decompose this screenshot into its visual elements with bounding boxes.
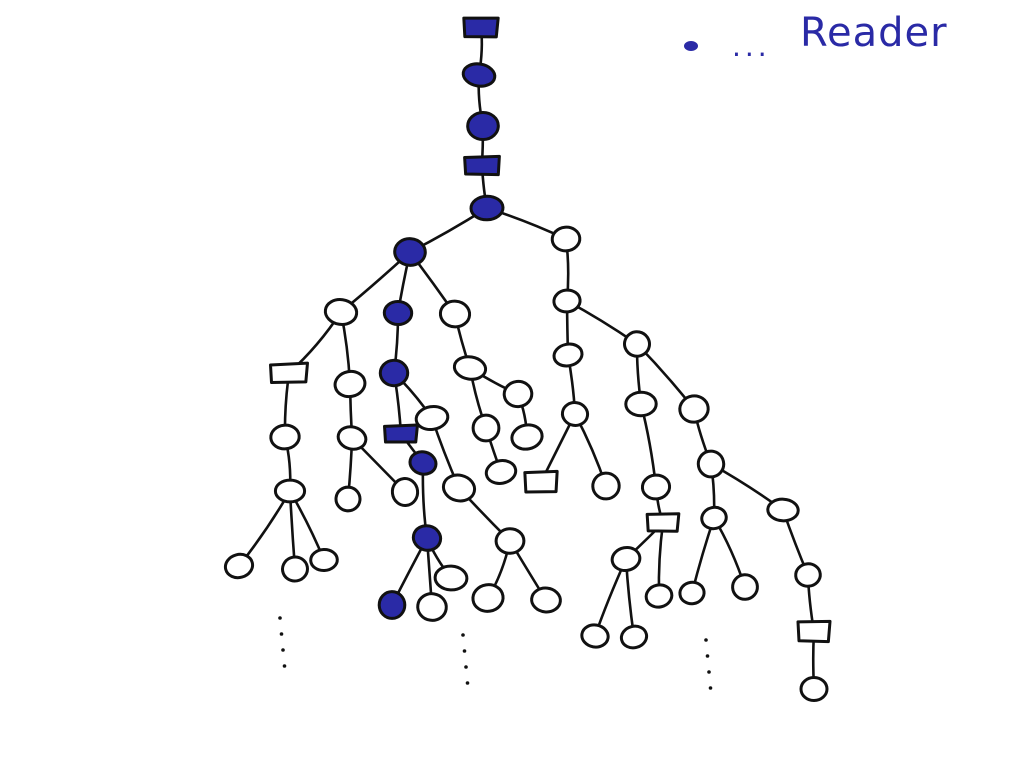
tree-node-b2a2c-circle xyxy=(644,583,674,609)
tree-node-b1b1-square xyxy=(523,469,559,494)
tree-node-a1c1b-circle xyxy=(390,477,420,507)
continuation-dot xyxy=(705,654,710,658)
legend-ellipsis: ... xyxy=(732,30,771,63)
tree-node-a1s2-circle xyxy=(273,478,307,504)
tree-nodes xyxy=(223,16,832,703)
tree-node-a1-circle xyxy=(323,298,359,326)
tree-node-a2a3b-circle xyxy=(416,592,448,622)
tree-node-a2b2a-circle xyxy=(471,583,505,613)
tree-node-a2b2b-circle xyxy=(530,586,562,614)
tree-node-b2-circle xyxy=(623,330,651,358)
tree-node-a1s2c-circle xyxy=(309,547,339,573)
tree-node-a2b-circle xyxy=(414,404,450,432)
tree-node-b1-circle xyxy=(552,288,582,314)
tree-node-a2a1-highlighted-square xyxy=(383,423,419,444)
tree-node-a3a-circle xyxy=(452,355,488,381)
tree-node-b2a1-circle xyxy=(640,473,672,501)
tree-node-b2a2a1-circle xyxy=(580,623,610,649)
tree-node-b2b1a1-circle xyxy=(678,580,706,606)
tree-node-a3-circle xyxy=(438,299,472,329)
tree-node-b2b1a-circle xyxy=(700,505,728,531)
tree-node-a1c-circle xyxy=(333,369,367,399)
tree-node-a1s2a-circle xyxy=(223,552,255,580)
continuation-dot xyxy=(464,665,468,669)
tree-edges xyxy=(237,26,816,691)
tree-node-a2a2-highlighted-circle xyxy=(408,450,438,476)
legend-label-reader: Reader xyxy=(800,10,948,56)
tree-node-a1s-square xyxy=(269,361,309,385)
tree-node-b2b2c-circle xyxy=(799,675,829,703)
continuation-dot xyxy=(461,633,465,637)
tree-node-b2b1-circle xyxy=(696,449,726,479)
continuation-dot xyxy=(278,616,282,620)
tree-node-b2b-circle xyxy=(678,394,710,424)
tree-node-r2-highlighted-circle xyxy=(466,110,500,142)
tree-node-b2a2a2-circle xyxy=(619,624,649,650)
continuation-dot xyxy=(282,664,287,668)
tree-node-a2b1-circle xyxy=(441,473,477,503)
continuation-mark-3 xyxy=(704,638,713,690)
tree-node-a1s2b-circle xyxy=(281,555,309,583)
tree-node-a3b-circle xyxy=(502,379,534,409)
tree-node-b2b1a2-circle xyxy=(731,573,759,601)
legend-highlight-marker xyxy=(684,41,698,51)
continuation-dot xyxy=(281,648,285,652)
tree-node-a-highlighted-circle xyxy=(393,237,427,267)
continuation-dot xyxy=(465,681,470,685)
tree-node-b2a2b-circle xyxy=(610,546,642,572)
tree-node-a3a1-circle xyxy=(471,413,501,443)
tree-node-r1-highlighted-circle xyxy=(461,62,497,88)
tree-node-r4-highlighted-circle xyxy=(469,194,505,222)
tree-node-b1b2-circle xyxy=(591,471,621,501)
continuation-dot xyxy=(279,632,284,636)
tree-node-a1c1a-circle xyxy=(334,485,362,513)
continuation-dot xyxy=(708,686,713,690)
tree-node-a3a2-circle xyxy=(484,459,518,485)
tree-node-b1b-circle xyxy=(560,401,590,427)
tree-node-b2a-circle xyxy=(624,390,658,418)
continuation-dot xyxy=(462,649,467,653)
tree-node-a2a3c-circle xyxy=(433,564,469,592)
continuation-mark-1 xyxy=(278,616,287,668)
tree-node-a2a-highlighted-circle xyxy=(378,358,410,388)
tree-node-r0-highlighted-square xyxy=(462,16,500,39)
tree-node-a2-highlighted-circle xyxy=(382,299,414,327)
tree-node-b2b2b-square xyxy=(796,619,832,644)
continuation-dot xyxy=(707,670,711,674)
tree-node-a2a3a-highlighted-circle xyxy=(377,590,407,620)
continuation-dot xyxy=(704,638,708,642)
continuation-marks xyxy=(278,616,713,690)
tree-node-b-circle xyxy=(550,225,582,253)
tree-node-a3b1-circle xyxy=(510,423,544,451)
tree-node-b2b2a-circle xyxy=(794,562,822,588)
tree-node-a2a3-highlighted-circle xyxy=(411,524,443,552)
tree-node-b2b2-circle xyxy=(766,497,800,523)
tree-node-b2a2-square xyxy=(645,512,681,533)
tree-node-b1a-circle xyxy=(552,342,584,368)
tree-node-a1c1-circle xyxy=(336,425,368,451)
tree-node-a1s1-circle xyxy=(269,423,301,451)
tree-node-a2b2-circle xyxy=(494,527,526,555)
continuation-mark-2 xyxy=(461,633,470,685)
tree-node-r3-highlighted-square xyxy=(463,154,501,177)
